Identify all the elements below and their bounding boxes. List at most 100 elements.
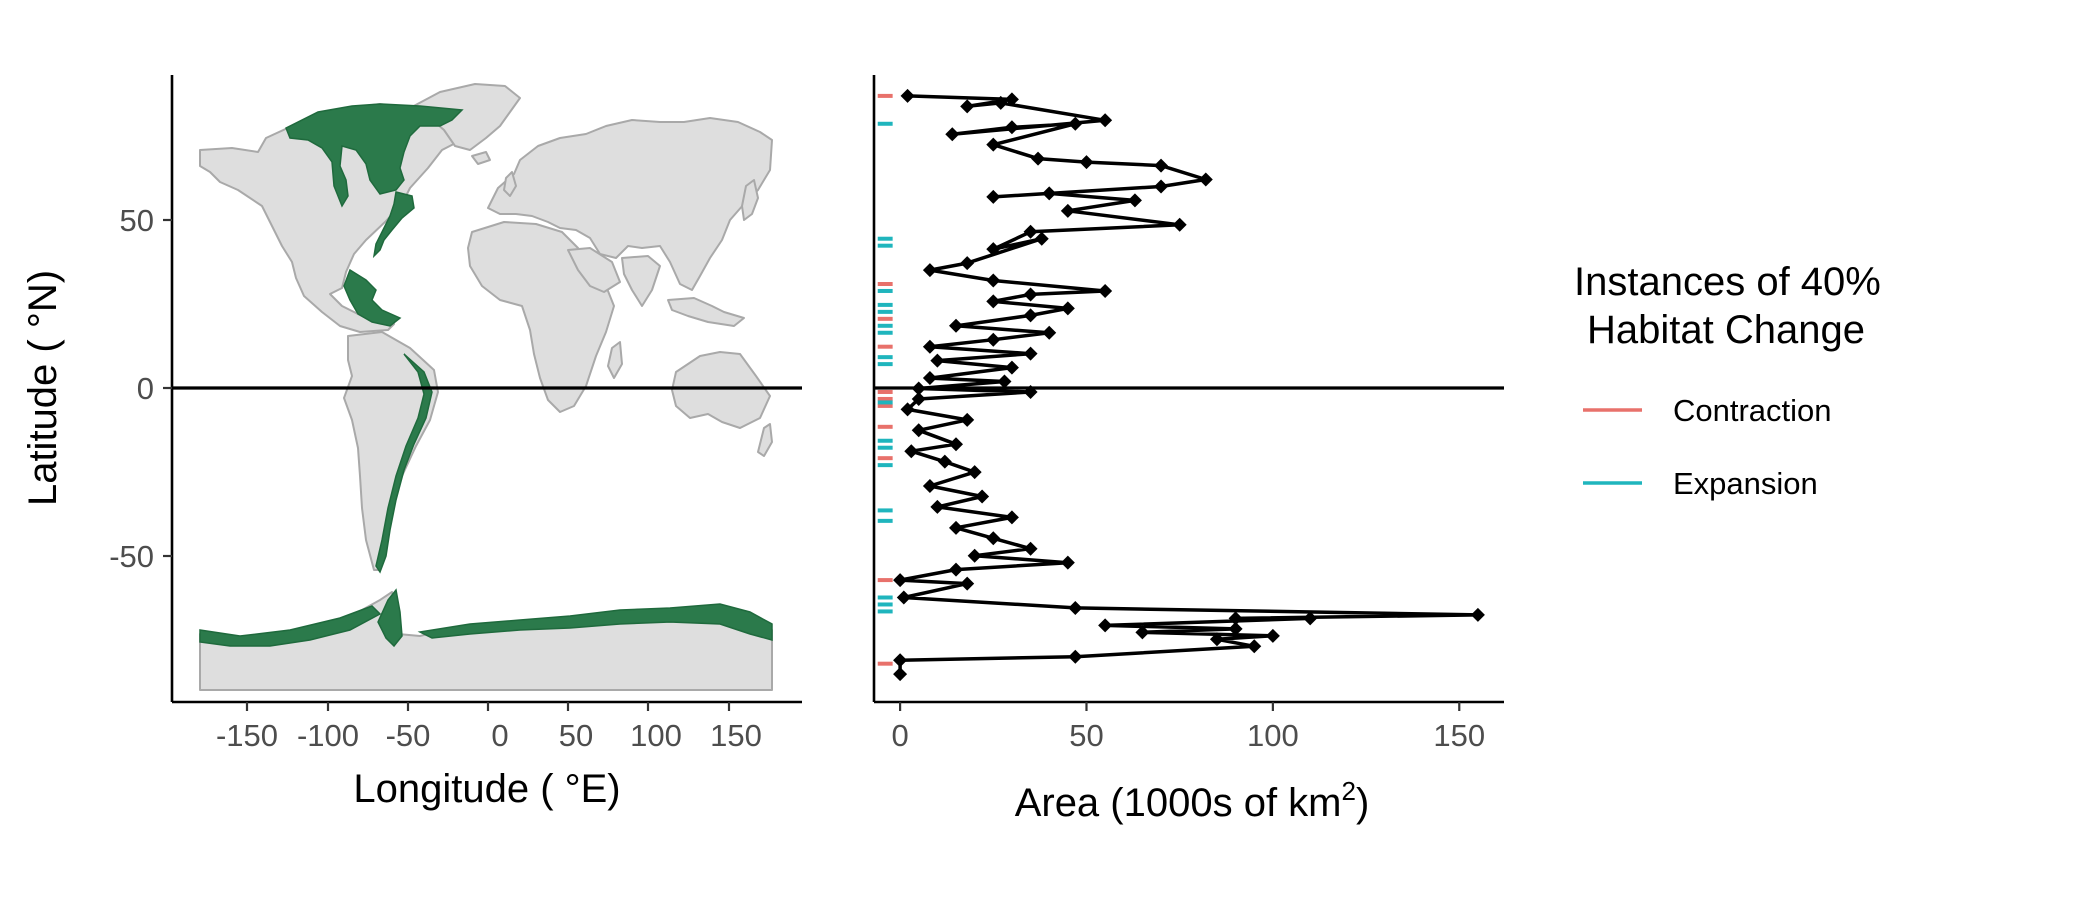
data-point: [949, 520, 964, 535]
data-point: [1135, 625, 1150, 640]
habitat-antarctic-coast: [199, 605, 382, 647]
map-y-tick-label-50: 50: [120, 203, 154, 238]
data-point: [986, 294, 1001, 309]
land-madagascar: [607, 341, 623, 379]
data-point: [1068, 116, 1083, 131]
land-arabia: [567, 247, 621, 293]
data-point: [1127, 193, 1142, 208]
map-x-tick-label-50: 50: [559, 718, 593, 753]
legend-label-expansion: Expansion: [1673, 466, 1818, 501]
habitat-antarctic-coast-east: [417, 603, 773, 641]
data-point: [1209, 632, 1224, 647]
data-point: [896, 590, 911, 605]
habitat-arctic-canada: [285, 103, 464, 208]
area-x-ticks: 0 50 100 150: [891, 702, 1485, 753]
data-point: [1172, 217, 1187, 232]
map-x-tick-label-neg150: -150: [216, 718, 278, 753]
area-x-tick-label-0: 0: [891, 718, 908, 753]
data-point: [900, 88, 915, 103]
data-point: [922, 263, 937, 278]
area-panel: 0 50 100 150 Area (1000s of km2): [872, 75, 1504, 825]
data-point: [986, 189, 1001, 204]
land-britain: [503, 171, 517, 197]
map-x-tick-label-150: 150: [710, 718, 762, 753]
area-x-tick-label-50: 50: [1069, 718, 1103, 753]
legend-label-contraction: Contraction: [1673, 393, 1832, 428]
data-point: [904, 444, 919, 459]
data-point: [986, 273, 1001, 288]
coastal-habitat: [199, 103, 773, 648]
data-point: [1154, 158, 1169, 173]
data-point: [1060, 301, 1075, 316]
data-point: [1042, 186, 1057, 201]
habitat-antarctic-peninsula: [377, 588, 403, 648]
data-point: [1023, 224, 1038, 239]
map-x-axis-title: Longitude ( °E): [353, 767, 620, 811]
data-point: [1228, 611, 1243, 626]
data-point: [986, 137, 1001, 152]
data-point: [911, 391, 926, 406]
data-point: [1023, 287, 1038, 302]
data-point: [1098, 283, 1113, 298]
legend-title-line2: Habitat Change: [1587, 308, 1865, 352]
data-point: [1004, 92, 1019, 107]
data-point: [893, 667, 908, 682]
land-india: [621, 255, 661, 307]
area-x-axis-title-sup: 2: [1342, 776, 1356, 806]
data-point: [1042, 325, 1057, 340]
land-eurasia: [487, 117, 773, 291]
data-point: [922, 479, 937, 494]
area-series-line: [898, 94, 1480, 675]
data-point: [1023, 384, 1038, 399]
habitat-caribbean: [343, 268, 402, 327]
data-point: [1023, 308, 1038, 323]
land-south-america: [343, 331, 439, 571]
data-point: [911, 423, 926, 438]
data-point: [1303, 611, 1318, 626]
area-x-tick-label-150: 150: [1433, 718, 1485, 753]
data-point: [922, 339, 937, 354]
data-point: [1034, 231, 1049, 246]
data-point: [1060, 555, 1075, 570]
data-point: [1004, 360, 1019, 375]
data-point: [930, 499, 945, 514]
land-indonesia: [667, 297, 745, 327]
area-x-axis-title: Area (1000s of km2): [1015, 776, 1370, 825]
data-point: [1068, 649, 1083, 664]
data-point: [993, 95, 1008, 110]
data-point: [975, 489, 990, 504]
data-point: [1470, 607, 1485, 622]
data-point: [911, 381, 926, 396]
area-x-tick-label-100: 100: [1247, 718, 1299, 753]
land-greenland: [409, 83, 521, 151]
data-point: [1098, 113, 1113, 128]
habitat-us-east-coast: [372, 191, 415, 259]
data-point: [949, 437, 964, 452]
map-x-tick-label-neg50: -50: [386, 718, 431, 753]
data-point: [1154, 179, 1169, 194]
land-japan: [741, 179, 759, 221]
data-point: [1004, 120, 1019, 135]
data-point: [922, 371, 937, 386]
data-point: [986, 242, 1001, 257]
data-point: [986, 531, 1001, 546]
data-point: [960, 256, 975, 271]
data-point: [967, 465, 982, 480]
legend: Instances of 40% Habitat Change Contract…: [1574, 260, 1881, 501]
data-point: [1198, 172, 1213, 187]
land-new-zealand: [757, 423, 773, 457]
land-australia: [671, 351, 771, 429]
data-point: [945, 127, 960, 142]
data-point: [1068, 600, 1083, 615]
data-point: [949, 562, 964, 577]
data-point: [1228, 621, 1243, 636]
data-point: [1265, 628, 1280, 643]
data-point: [997, 374, 1012, 389]
map-y-ticks: 50 0 -50: [109, 203, 172, 574]
data-point: [900, 402, 915, 417]
map-x-tick-label-0: 0: [491, 718, 508, 753]
legend-title-line1: Instances of 40%: [1574, 260, 1881, 304]
data-point: [937, 454, 952, 469]
y-axis-title: Latitude ( °N): [21, 270, 65, 506]
data-point: [930, 353, 945, 368]
